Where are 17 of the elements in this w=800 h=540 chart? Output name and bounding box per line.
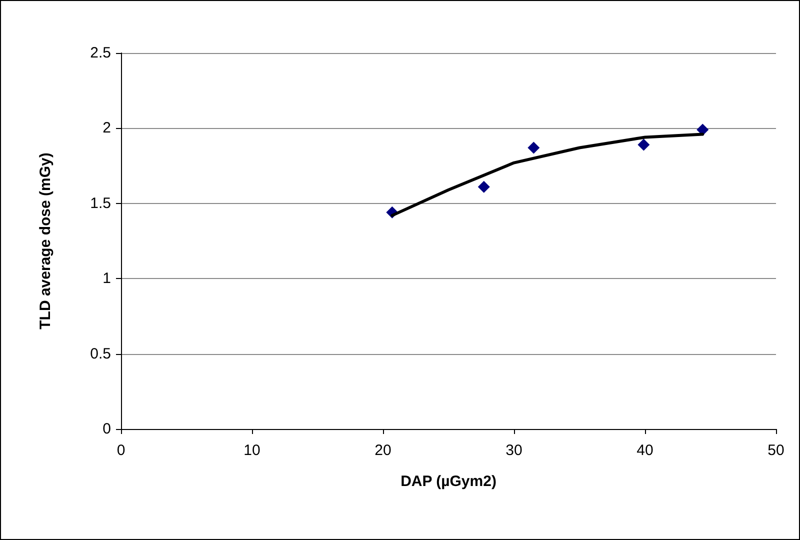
y-tick-label: 1 <box>102 270 111 288</box>
y-tick-label: 0.5 <box>90 345 111 362</box>
y-tick-label: 2 <box>102 120 111 137</box>
y-tick-label: 1.5 <box>90 194 111 212</box>
x-tick-label: 50 <box>768 442 784 459</box>
x-tick-label: 20 <box>374 442 392 459</box>
x-tick-label: 40 <box>636 442 654 459</box>
y-tick-label: 2.5 <box>90 44 111 62</box>
x-tick-label: 0 <box>116 442 126 459</box>
x-tick-label: 30 <box>506 442 522 459</box>
point <box>528 142 540 154</box>
point <box>478 180 490 193</box>
y-axis-title: TLD average dose (mGy) <box>37 152 54 330</box>
point <box>638 138 650 151</box>
y-tick-label: 0 <box>102 420 111 438</box>
x-axis-title: DAP (µGym2) <box>400 473 496 490</box>
x-tick-label: 10 <box>244 442 260 459</box>
